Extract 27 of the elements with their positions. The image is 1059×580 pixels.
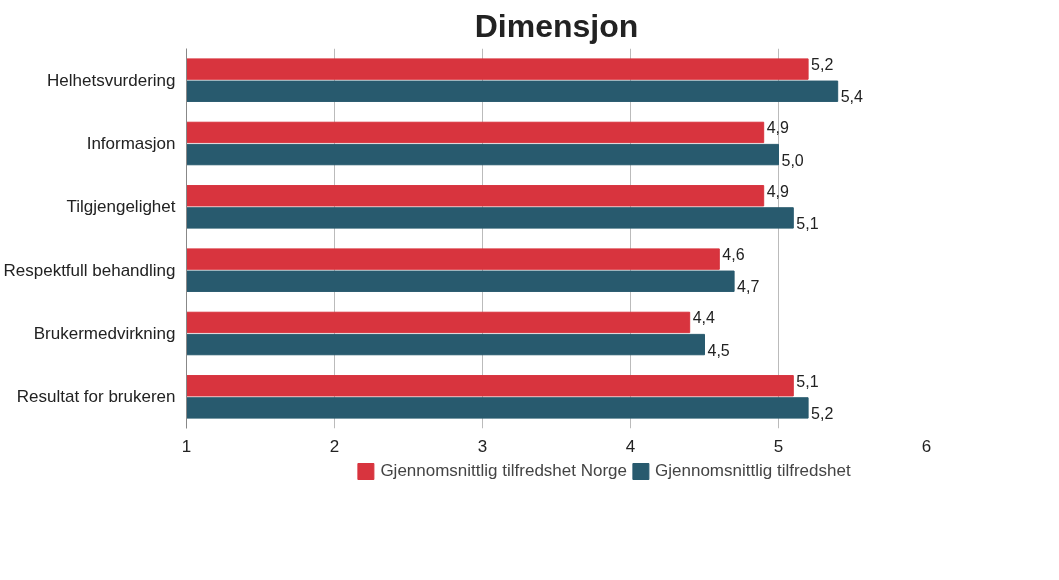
y-tick-label: Resultat for brukeren (16, 387, 176, 407)
data-label: 5,1 (796, 214, 819, 232)
x-tick-label: 5 (773, 436, 784, 456)
data-label: 4,7 (737, 278, 760, 296)
x-tick-label: 2 (329, 436, 340, 456)
data-label: 5,2 (811, 404, 834, 422)
data-label: 4,5 (707, 341, 730, 359)
data-label: 5,1 (796, 372, 819, 390)
data-label: 4,6 (722, 246, 745, 264)
x-tick-label: 3 (477, 436, 488, 456)
y-tick-label: Helhetsvurdering (46, 70, 176, 90)
y-tick-label: Brukermedvirkning (33, 324, 176, 343)
y-tick-label: Respektfull behandling (3, 260, 176, 280)
data-label: 4,4 (692, 309, 716, 327)
data-label: 5,4 (840, 88, 864, 106)
x-tick-label: 1 (181, 436, 192, 456)
y-tick-label: Informasjon (86, 134, 176, 153)
x-tick-label: 6 (921, 436, 932, 456)
data-label: 4,9 (766, 119, 790, 137)
legend-label: Gjennomsnittlig tilfredshet Norge (380, 461, 628, 481)
x-tick-label: 4 (625, 436, 636, 456)
data-label: 5,0 (781, 151, 804, 169)
y-tick-label: Tilgjengelighet (66, 197, 176, 217)
data-label: 4,9 (766, 182, 790, 200)
legend-label: Gjennomsnittlig tilfredshet (655, 461, 851, 481)
chart-title: Dimensjon (474, 7, 639, 44)
data-label: 5,2 (811, 56, 834, 74)
